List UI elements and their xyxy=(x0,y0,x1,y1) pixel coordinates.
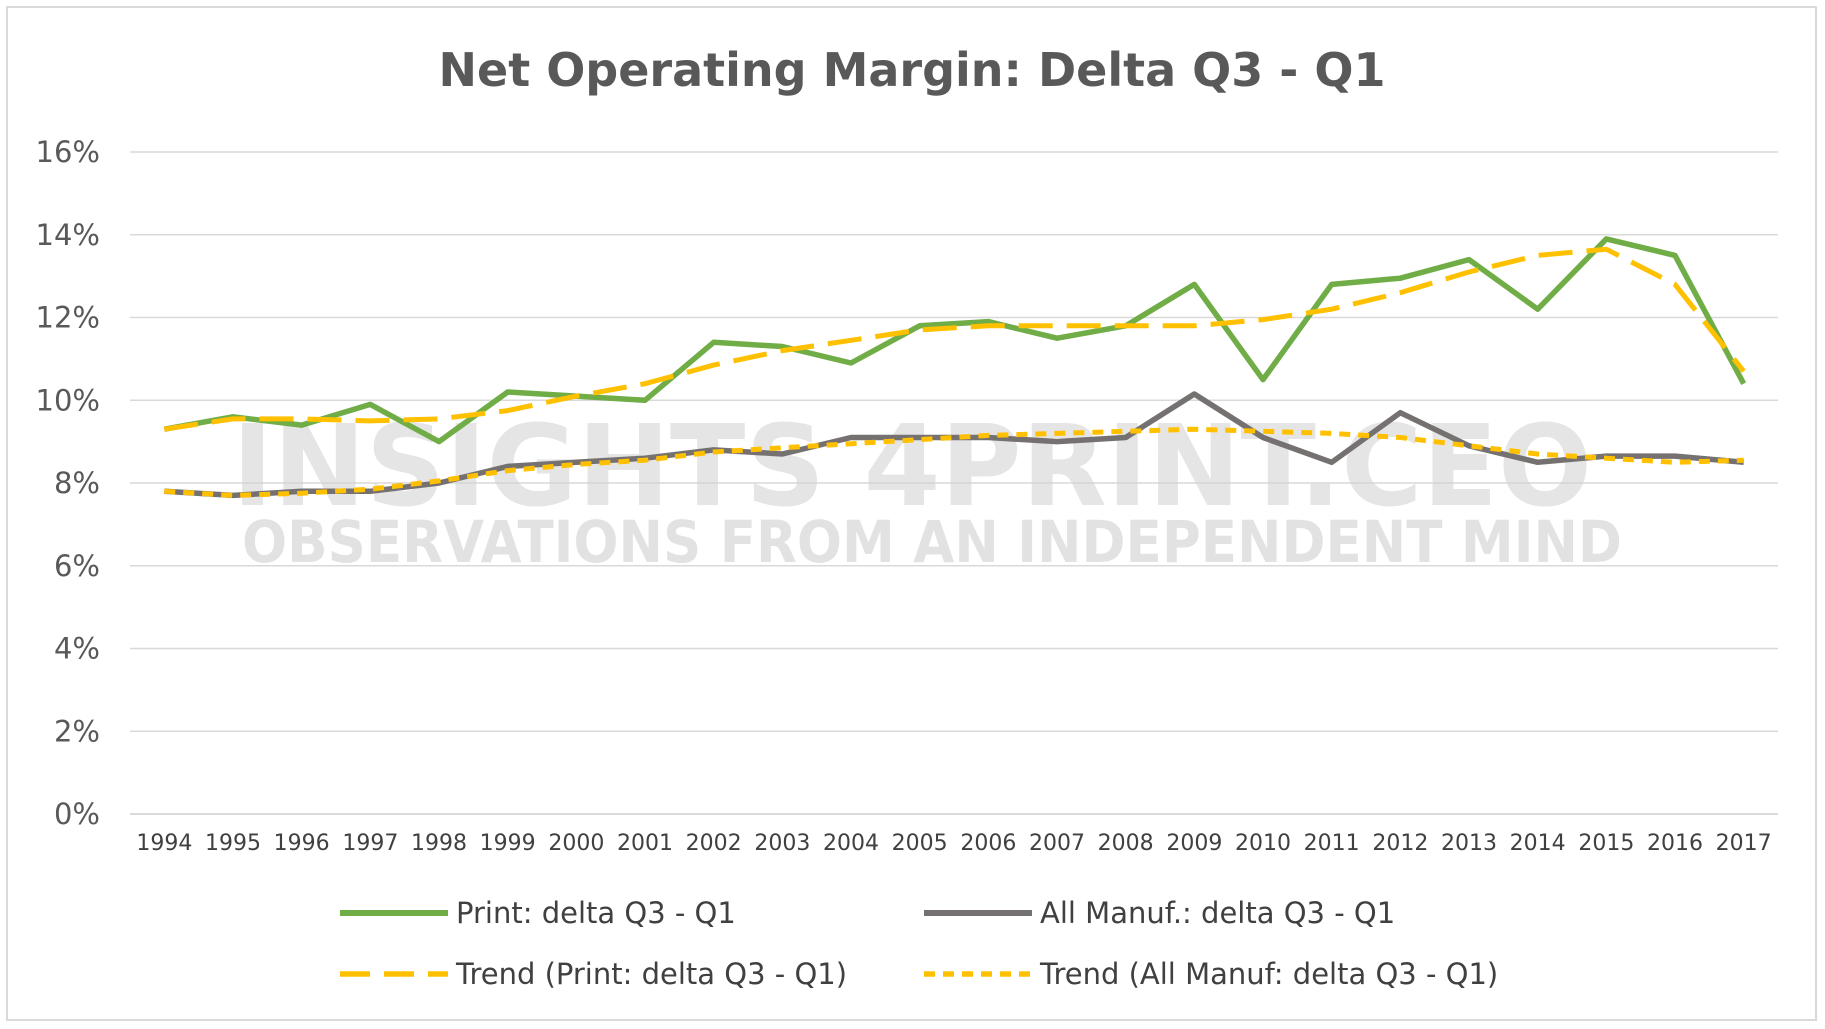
x-tick-label: 1998 xyxy=(411,831,467,856)
y-axis-ticks: 0% 2% 4% 6% 8% 10% 12% 14% 16% xyxy=(36,135,100,831)
x-tick-label: 2006 xyxy=(960,831,1016,856)
x-tick-label: 2005 xyxy=(892,831,948,856)
y-tick-label: 16% xyxy=(36,135,100,169)
series-line-3 xyxy=(164,426,1744,498)
legend-item-2: Trend (Print: delta Q3 - Q1) xyxy=(340,957,847,991)
x-tick-label: 2010 xyxy=(1235,831,1291,856)
x-tick-label: 1995 xyxy=(205,831,261,856)
x-tick-label: 1999 xyxy=(480,831,536,856)
y-tick-label: 12% xyxy=(36,301,100,335)
x-axis-ticks: 1994 1995 1996 1997 1998 1999 2000 2001 2002 2003… xyxy=(136,831,1771,856)
legend: Print: delta Q3 - Q1 All Manuf.: delta Q3… xyxy=(340,896,1498,991)
x-tick-label: 2007 xyxy=(1029,831,1085,856)
y-tick-label: 4% xyxy=(54,632,100,666)
x-tick-label: 2003 xyxy=(754,831,810,856)
y-tick-label: 0% xyxy=(54,797,100,831)
y-tick-label: 10% xyxy=(36,383,100,417)
x-tick-label: 2001 xyxy=(617,831,673,856)
series-lines xyxy=(163,236,1747,499)
x-tick-label: 1997 xyxy=(342,831,398,856)
x-tick-label: 2011 xyxy=(1304,831,1360,856)
watermark: INSIGHTS 4PRINT.CEO OBSERVATIONS FROM AN… xyxy=(232,402,1622,576)
x-tick-label: 2017 xyxy=(1716,831,1772,856)
x-tick-label: 1996 xyxy=(274,831,330,856)
x-tick-label: 2002 xyxy=(686,831,742,856)
series-line-2 xyxy=(163,246,1746,432)
legend-item-3: Trend (All Manuf: delta Q3 - Q1) xyxy=(924,957,1498,991)
legend-label: Trend (Print: delta Q3 - Q1) xyxy=(455,957,847,991)
y-tick-label: 2% xyxy=(54,714,100,748)
y-tick-label: 6% xyxy=(54,549,100,583)
x-tick-label: 2016 xyxy=(1647,831,1703,856)
y-tick-label: 8% xyxy=(54,466,100,500)
x-tick-label: 2013 xyxy=(1441,831,1497,856)
x-tick-label: 2012 xyxy=(1372,831,1428,856)
x-tick-label: 2015 xyxy=(1578,831,1634,856)
x-tick-label: 2000 xyxy=(548,831,604,856)
legend-item-0: Print: delta Q3 - Q1 xyxy=(340,896,736,930)
x-tick-label: 1994 xyxy=(136,831,192,856)
gridlines xyxy=(130,151,1778,815)
legend-label: Trend (All Manuf: delta Q3 - Q1) xyxy=(1039,957,1498,991)
legend-item-1: All Manuf.: delta Q3 - Q1 xyxy=(924,896,1395,930)
x-tick-label: 2009 xyxy=(1166,831,1222,856)
series-line-0 xyxy=(163,236,1747,445)
watermark-line-1: INSIGHTS 4PRINT.CEO xyxy=(232,402,1592,532)
chart-frame xyxy=(6,6,1817,1021)
y-tick-label: 14% xyxy=(36,218,100,252)
legend-label: All Manuf.: delta Q3 - Q1 xyxy=(1040,896,1395,930)
legend-label: Print: delta Q3 - Q1 xyxy=(456,896,736,930)
x-tick-label: 2004 xyxy=(823,831,879,856)
watermark-line-2: OBSERVATIONS FROM AN INDEPENDENT MIND xyxy=(242,508,1622,576)
x-tick-label: 2014 xyxy=(1510,831,1566,856)
x-tick-label: 2008 xyxy=(1098,831,1154,856)
chart-title: Net Operating Margin: Delta Q3 - Q1 xyxy=(439,43,1386,97)
